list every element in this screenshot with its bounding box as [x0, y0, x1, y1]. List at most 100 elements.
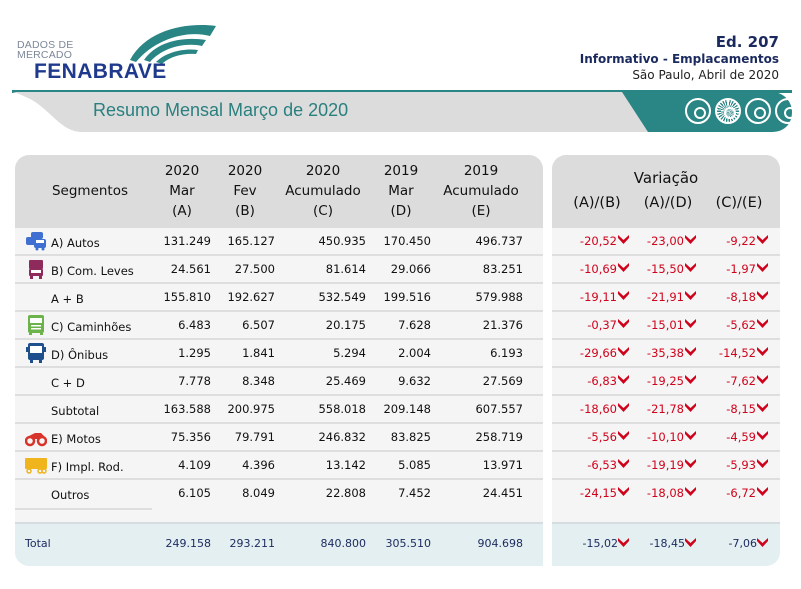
total-var-a-b: -15,02 — [583, 537, 629, 550]
value-d: 29.066 — [390, 262, 431, 276]
header-divider — [12, 90, 792, 93]
value-a: 75.356 — [170, 430, 211, 444]
total-label: Total — [25, 537, 51, 550]
segment-label: E) Motos — [51, 432, 101, 446]
logo-brand: FENABRAVE — [34, 60, 167, 83]
value-e: 496.737 — [475, 234, 523, 248]
value-b: 192.627 — [227, 290, 275, 304]
header-segmentos: Segmentos — [51, 183, 129, 199]
variation-a-d: -18,08 — [647, 486, 696, 500]
table-row: E) Motos 75.356 79.791 246.832 83.825 25… — [15, 424, 543, 452]
variation-c-e: -1,97 — [726, 262, 768, 276]
down-arrow-icon — [685, 375, 696, 384]
value-e: 258.719 — [475, 430, 523, 444]
cars-icon — [25, 231, 47, 251]
segment-label: Subtotal — [51, 404, 100, 418]
page-title: Resumo Mensal Março de 2020 — [93, 100, 349, 120]
variation-row: -6,53 -19,19 -5,93 — [552, 452, 780, 480]
variation-c-e: -5,62 — [726, 318, 768, 332]
value-a: 7.778 — [178, 374, 211, 388]
variation-table: Variação (A)/(B) (A)/(D) (C)/(E) -20,52 … — [552, 155, 780, 566]
value-b: 6.507 — [242, 318, 275, 332]
segment-label: Outros — [51, 488, 90, 502]
value-c: 13.142 — [325, 458, 366, 472]
value-d: 199.516 — [383, 290, 431, 304]
value-c: 450.935 — [318, 234, 366, 248]
truck-icon — [25, 259, 47, 279]
total-var-a-d: -18,45 — [650, 537, 696, 550]
down-arrow-icon — [757, 538, 768, 547]
segment-label: D) Ônibus — [51, 348, 109, 362]
down-arrow-icon — [618, 347, 629, 356]
down-arrow-icon — [618, 459, 629, 468]
down-arrow-icon — [618, 487, 629, 496]
variation-c-e: -8,18 — [726, 290, 768, 304]
logo-swoosh-icon — [130, 25, 216, 64]
value-d: 83.825 — [390, 430, 431, 444]
down-arrow-icon — [618, 291, 629, 300]
value-c: 246.832 — [318, 430, 366, 444]
variation-a-d: -19,25 — [647, 374, 696, 388]
variation-c-e: -7,62 — [726, 374, 768, 388]
variation-a-d: -15,01 — [647, 318, 696, 332]
header-c-e: (C)/(E) — [715, 195, 763, 211]
variation-a-d: -21,78 — [647, 402, 696, 416]
total-e: 904.698 — [477, 537, 524, 550]
down-arrow-icon — [685, 487, 696, 496]
location-date: São Paulo, Abril de 2020 — [632, 68, 779, 82]
variation-a-d: -23,00 — [647, 234, 696, 248]
value-b: 27.500 — [234, 262, 275, 276]
down-arrow-icon — [685, 235, 696, 244]
header-col-c: 2020 Acumulado (C) — [285, 163, 361, 219]
logo-subtitle: DADOS DE MERCADO — [17, 39, 74, 61]
table-header: Segmentos 2020 Mar (A) 2020 Fev (B) 2020 Acum… — [15, 155, 543, 228]
value-b: 8.348 — [242, 374, 275, 388]
down-arrow-icon — [618, 431, 629, 440]
value-d: 9.632 — [398, 374, 431, 388]
edition-info: Ed. 207 Informativo - Emplacamentos São … — [580, 33, 779, 83]
total-var-c-e: -7,06 — [729, 537, 768, 550]
down-arrow-icon — [618, 263, 629, 272]
variation-a-b: -24,15 — [580, 486, 629, 500]
title-banner: Resumo Mensal Março de 2020 — [12, 92, 801, 132]
wheel-icon — [745, 98, 771, 124]
down-arrow-icon — [685, 403, 696, 412]
header-col-a: 2020 Mar (A) — [164, 163, 200, 219]
total-b: 293.211 — [229, 537, 276, 550]
down-arrow-icon — [618, 235, 629, 244]
value-e: 21.376 — [482, 318, 523, 332]
variation-a-b: -6,53 — [587, 458, 629, 472]
volume-table: Segmentos 2020 Mar (A) 2020 Fev (B) 2020 Acum… — [15, 155, 543, 566]
value-b: 1.841 — [242, 346, 275, 360]
value-d: 5.085 — [398, 458, 431, 472]
value-e: 13.971 — [482, 458, 523, 472]
variation-row: -20,52 -23,00 -9,22 — [552, 228, 780, 256]
value-a: 1.295 — [178, 346, 211, 360]
down-arrow-icon — [685, 263, 696, 272]
variation-a-b: -10,69 — [580, 262, 629, 276]
row-divider — [15, 508, 152, 510]
value-c: 22.808 — [325, 486, 366, 500]
segment-label: F) Impl. Rod. — [51, 460, 124, 474]
variation-a-d: -35,38 — [647, 346, 696, 360]
header-a-d: (A)/(D) — [643, 195, 693, 211]
value-e: 24.451 — [482, 486, 523, 500]
total-row: Total 249.158 293.211 840.800 305.510 90… — [15, 522, 543, 566]
table-row: Outros 6.105 8.049 22.808 7.452 24.451 — [15, 480, 543, 510]
table-row: C + D 7.778 8.348 25.469 9.632 27.569 — [15, 368, 543, 396]
down-arrow-icon — [757, 487, 768, 496]
down-arrow-icon — [685, 459, 696, 468]
variation-c-e: -14,52 — [719, 346, 768, 360]
value-a: 24.561 — [170, 262, 211, 276]
variation-a-d: -19,19 — [647, 458, 696, 472]
value-a: 131.249 — [163, 234, 211, 248]
value-b: 4.396 — [242, 458, 275, 472]
variation-a-d: -10,10 — [647, 430, 696, 444]
lorry-icon — [25, 315, 47, 335]
variation-a-b: -5,56 — [587, 430, 629, 444]
value-b: 165.127 — [227, 234, 275, 248]
table-row: A + B 155.810 192.627 532.549 199.516 57… — [15, 284, 543, 312]
trailer-icon — [25, 455, 47, 475]
variation-c-e: -6,72 — [726, 486, 768, 500]
segment-label: B) Com. Leves — [51, 264, 134, 278]
